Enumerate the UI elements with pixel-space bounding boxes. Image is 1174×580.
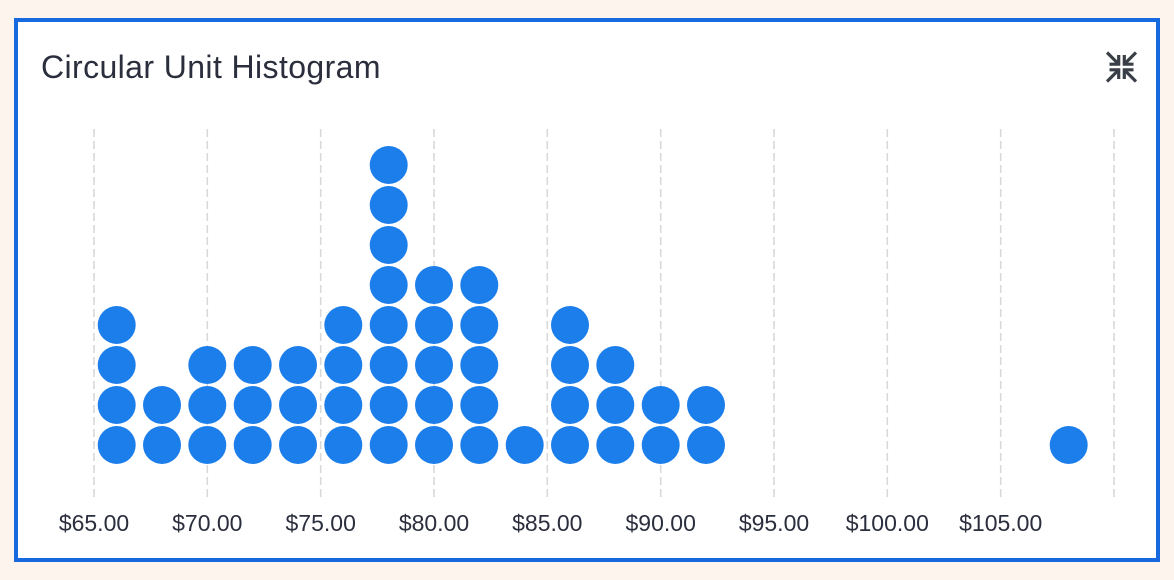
- svg-text:$70.00: $70.00: [172, 510, 242, 536]
- svg-text:$100.00: $100.00: [846, 510, 929, 536]
- svg-text:$95.00: $95.00: [739, 510, 809, 536]
- svg-text:$75.00: $75.00: [286, 510, 356, 536]
- svg-text:$85.00: $85.00: [512, 510, 582, 536]
- svg-text:$105.00: $105.00: [959, 510, 1042, 536]
- svg-text:$65.00: $65.00: [59, 510, 129, 536]
- svg-text:$80.00: $80.00: [399, 510, 469, 536]
- svg-text:$90.00: $90.00: [626, 510, 696, 536]
